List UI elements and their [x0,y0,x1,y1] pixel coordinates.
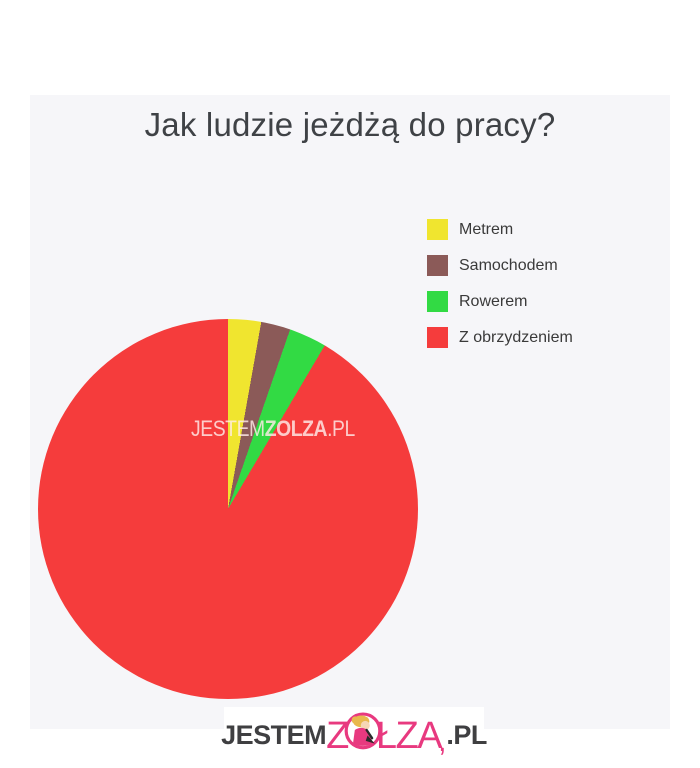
logo-jestem: JESTEM [221,720,327,750]
legend: Metrem Samochodem Rowerem Z obrzydzeniem [427,219,573,363]
pie-chart [38,319,418,699]
legend-swatch [427,255,448,276]
logo-pl: .PL [446,720,487,750]
legend-label: Metrem [459,220,514,238]
legend-swatch [427,327,448,348]
logo-z: Z [326,714,349,757]
legend-swatch [427,219,448,240]
center-watermark: JESTEMZOLZA.PL [191,416,355,442]
legend-item: Metrem [427,219,573,240]
legend-swatch [427,291,448,312]
chart-title: Jak ludzie jeżdżą do pracy? [144,106,556,143]
zolza-mascot-icon [344,712,382,749]
watermark-suffix: .PL [327,416,355,441]
legend-label: Samochodem [459,256,558,274]
legend-item: Samochodem [427,255,573,276]
logo-lza: ŁZA [375,714,443,757]
legend-item: Rowerem [427,291,573,312]
logo-o: O [344,712,382,755]
legend-label: Rowerem [459,292,528,310]
footer-logo: JESTEMZO ŁZA,.PL [221,707,487,764]
logo-comma: , [438,724,447,758]
legend-item: Z obrzydzeniem [427,327,573,348]
watermark-thin: JESTEM [191,416,265,441]
legend-label: Z obrzydzeniem [459,328,573,346]
watermark-bold: ZOLZA [264,416,328,441]
